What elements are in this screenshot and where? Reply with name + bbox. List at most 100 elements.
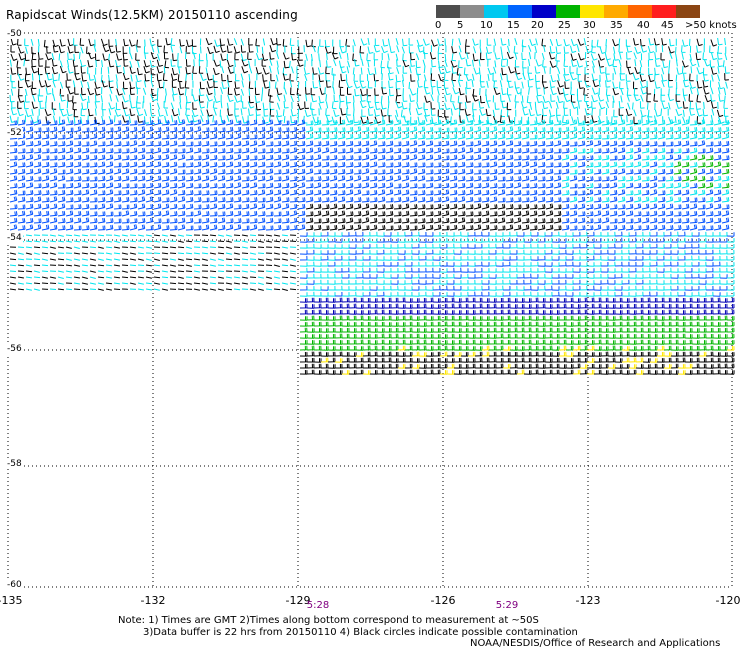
wind-barb <box>481 285 490 291</box>
wind-barb <box>353 108 355 117</box>
wind-barb <box>217 190 226 196</box>
wind-barb <box>488 316 497 321</box>
wind-barb <box>642 333 651 339</box>
wind-barb <box>690 66 693 74</box>
wind-barb <box>381 46 388 54</box>
wind-barb <box>670 250 679 255</box>
wind-barb <box>593 148 602 154</box>
wind-barb <box>129 66 136 74</box>
wind-barb <box>241 276 248 279</box>
wind-barb <box>9 258 17 261</box>
wind-barb <box>505 126 514 133</box>
wind-barb <box>489 154 498 161</box>
wind-barb <box>123 66 125 74</box>
wind-barb <box>404 274 413 279</box>
wind-barb <box>577 183 586 189</box>
wind-barb <box>461 279 469 285</box>
wind-barb <box>377 321 385 327</box>
wind-barb <box>691 351 700 357</box>
wind-barb <box>9 264 17 267</box>
wind-barb <box>17 276 24 279</box>
wind-barb <box>25 109 32 118</box>
wind-barb <box>281 210 290 217</box>
wind-barb <box>329 147 338 154</box>
wind-barb <box>257 217 266 224</box>
wind-barb <box>497 203 506 210</box>
wind-barb <box>551 369 560 375</box>
wind-barb <box>654 115 657 123</box>
wind-barb <box>185 46 191 54</box>
wind-barb <box>681 189 690 196</box>
wind-barb <box>685 315 693 321</box>
wind-barb <box>241 197 250 203</box>
wind-barb <box>705 203 714 210</box>
wind-barb <box>97 264 105 267</box>
wind-barb <box>10 107 18 116</box>
wind-barb <box>600 339 609 345</box>
wind-barb <box>177 288 185 291</box>
wind-barb <box>87 60 94 68</box>
wind-barb <box>572 243 581 249</box>
wind-barb <box>241 203 250 210</box>
wind-barb <box>444 94 447 102</box>
wind-barb <box>409 183 418 189</box>
wind-barb <box>257 161 266 168</box>
wind-barb <box>716 109 724 118</box>
wind-barb <box>150 80 154 88</box>
wind-barb <box>49 155 58 161</box>
wind-barb <box>153 203 162 210</box>
wind-barb <box>545 210 554 217</box>
wind-barb <box>273 169 282 175</box>
wind-barb <box>233 264 241 267</box>
wind-barb <box>453 321 462 327</box>
wind-barb <box>649 182 658 189</box>
wind-barb <box>537 327 546 333</box>
wind-barb <box>225 154 234 161</box>
wind-barb <box>628 285 637 291</box>
wind-barb <box>185 203 194 210</box>
wind-barb <box>536 88 542 97</box>
wind-barb <box>523 231 532 237</box>
wind-barb <box>65 127 74 133</box>
wind-barb <box>572 357 581 363</box>
wind-barb <box>688 116 690 124</box>
wind-barb <box>584 80 591 88</box>
wind-barb <box>355 273 364 279</box>
wind-barb <box>157 53 160 61</box>
wind-barb <box>257 276 264 279</box>
wind-barb <box>345 189 354 196</box>
wind-barb <box>105 161 114 168</box>
wind-barb <box>123 108 130 117</box>
wind-barb <box>650 345 658 351</box>
wind-barb <box>569 147 578 154</box>
wind-barb <box>474 297 483 303</box>
wind-barb <box>474 267 483 273</box>
wind-barb <box>209 133 218 140</box>
wind-barb <box>306 321 315 327</box>
wind-barb <box>18 53 25 61</box>
wind-barb <box>122 53 128 61</box>
wind-barb <box>376 333 385 339</box>
wind-barb <box>276 67 280 75</box>
wind-barb <box>387 60 392 69</box>
wind-barb <box>169 234 176 237</box>
wind-barb <box>636 333 644 339</box>
wind-barb <box>320 244 329 249</box>
wind-barb <box>534 101 537 109</box>
wind-barb <box>409 126 418 133</box>
wind-barb <box>257 252 265 254</box>
wind-barb <box>586 328 595 333</box>
wind-barb <box>577 74 583 82</box>
wind-barb <box>697 183 706 189</box>
grid-lines <box>7 32 733 588</box>
wind-barb <box>621 321 630 327</box>
wind-barb <box>488 327 497 333</box>
wind-barb <box>425 321 434 327</box>
wind-barb <box>516 352 525 357</box>
wind-barb <box>572 316 581 321</box>
wind-barb <box>614 334 623 339</box>
wind-barb <box>460 333 469 339</box>
wind-barb <box>209 155 218 161</box>
wind-barb <box>81 270 88 273</box>
